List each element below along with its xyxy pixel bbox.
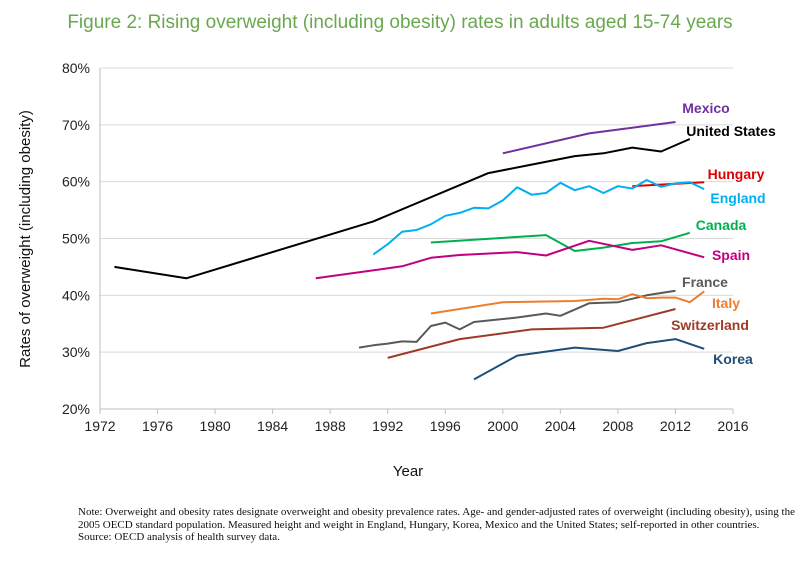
y-tick-label: 80% bbox=[62, 60, 90, 76]
x-axis-title: Year bbox=[393, 463, 423, 480]
series-line-united-states bbox=[114, 138, 691, 280]
source-text: Source: OECD analysis of health survey d… bbox=[78, 531, 280, 543]
series-label-spain: Spain bbox=[712, 247, 750, 263]
series-label-italy: Italy bbox=[712, 295, 740, 311]
y-tick-label: 70% bbox=[62, 117, 90, 133]
x-tick-label: 1980 bbox=[200, 418, 231, 434]
x-tick-labels: 1972 1976 1980 1984 1988 1992 1996 2000 2004 2008… bbox=[84, 418, 748, 434]
series-label-mexico: Mexico bbox=[682, 100, 729, 116]
series-label-hungary: Hungary bbox=[708, 166, 765, 182]
y-tick-label: 20% bbox=[62, 401, 90, 417]
series-line-france bbox=[358, 289, 676, 349]
x-tick-label: 2016 bbox=[717, 418, 748, 434]
chart-note: Note: Overweight and obesity rates desig… bbox=[78, 506, 798, 544]
series-label-korea: Korea bbox=[713, 351, 753, 367]
series-line-switzerland bbox=[387, 308, 676, 359]
chart-title: Figure 2: Rising overweight (including o… bbox=[67, 12, 733, 33]
axes bbox=[99, 68, 734, 414]
x-tick-label: 1992 bbox=[372, 418, 403, 434]
x-tick-label: 2000 bbox=[487, 418, 518, 434]
series-labels: Mexico United States Hungary England Canada S… bbox=[671, 100, 776, 367]
series-line-korea bbox=[473, 338, 705, 381]
x-tick-label: 1976 bbox=[142, 418, 173, 434]
series-line-mexico bbox=[502, 121, 676, 155]
series-label-switzerland: Switzerland bbox=[671, 317, 749, 333]
series-line-canada bbox=[430, 231, 691, 252]
x-tick-label: 2004 bbox=[545, 418, 576, 434]
x-tick-label: 2008 bbox=[602, 418, 633, 434]
line-chart: 1972 1976 1980 1984 1988 1992 1996 2000 2004 2008… bbox=[17, 60, 776, 480]
x-tick-label: 1996 bbox=[430, 418, 461, 434]
x-tick-label: 1984 bbox=[257, 418, 288, 434]
y-tick-label: 60% bbox=[62, 174, 90, 190]
gridlines bbox=[100, 67, 733, 353]
x-tick-label: 2012 bbox=[660, 418, 691, 434]
series-line-england bbox=[372, 179, 705, 256]
y-tick-label: 30% bbox=[62, 344, 90, 360]
y-tick-label: 40% bbox=[62, 287, 90, 303]
y-tick-labels: 20% 30% 40% 50% 60% 70% 80% bbox=[62, 60, 90, 417]
series-lines bbox=[114, 121, 705, 381]
series-line-italy bbox=[430, 290, 705, 315]
series-label-canada: Canada bbox=[696, 217, 747, 233]
series-line-spain bbox=[315, 239, 705, 280]
series-label-england: England bbox=[710, 190, 765, 206]
x-tick-label: 1988 bbox=[315, 418, 346, 434]
y-tick-label: 50% bbox=[62, 231, 90, 247]
x-tick-label: 1972 bbox=[84, 418, 115, 434]
series-label-france: France bbox=[682, 274, 728, 290]
note-text: Note: Overweight and obesity rates desig… bbox=[78, 506, 795, 531]
series-label-united-states: United States bbox=[686, 123, 776, 139]
y-axis-title: Rates of overweight (including obesity) bbox=[17, 110, 34, 368]
